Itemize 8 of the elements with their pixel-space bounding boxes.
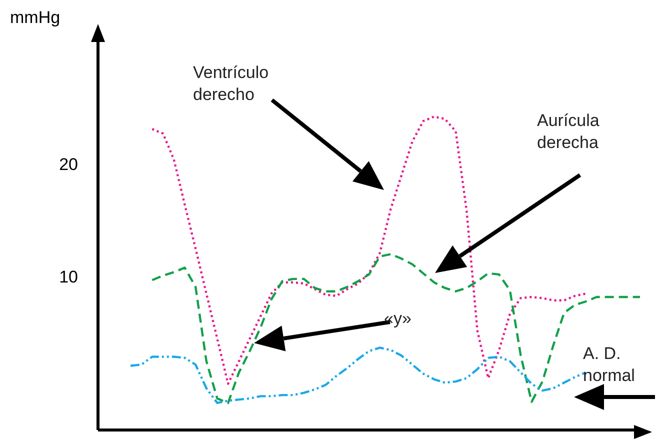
annotation: Ventrículo derecho: [193, 62, 270, 106]
y-tick-label: 10: [59, 268, 78, 287]
y-axis-title: mmHg: [10, 8, 60, 28]
y-tick-label: 20: [59, 155, 78, 174]
line-series: [151, 253, 642, 404]
annotation: Aurícula derecha: [537, 110, 600, 154]
annotation: A. D. normal: [583, 343, 636, 387]
annotation: «y»: [384, 308, 412, 330]
